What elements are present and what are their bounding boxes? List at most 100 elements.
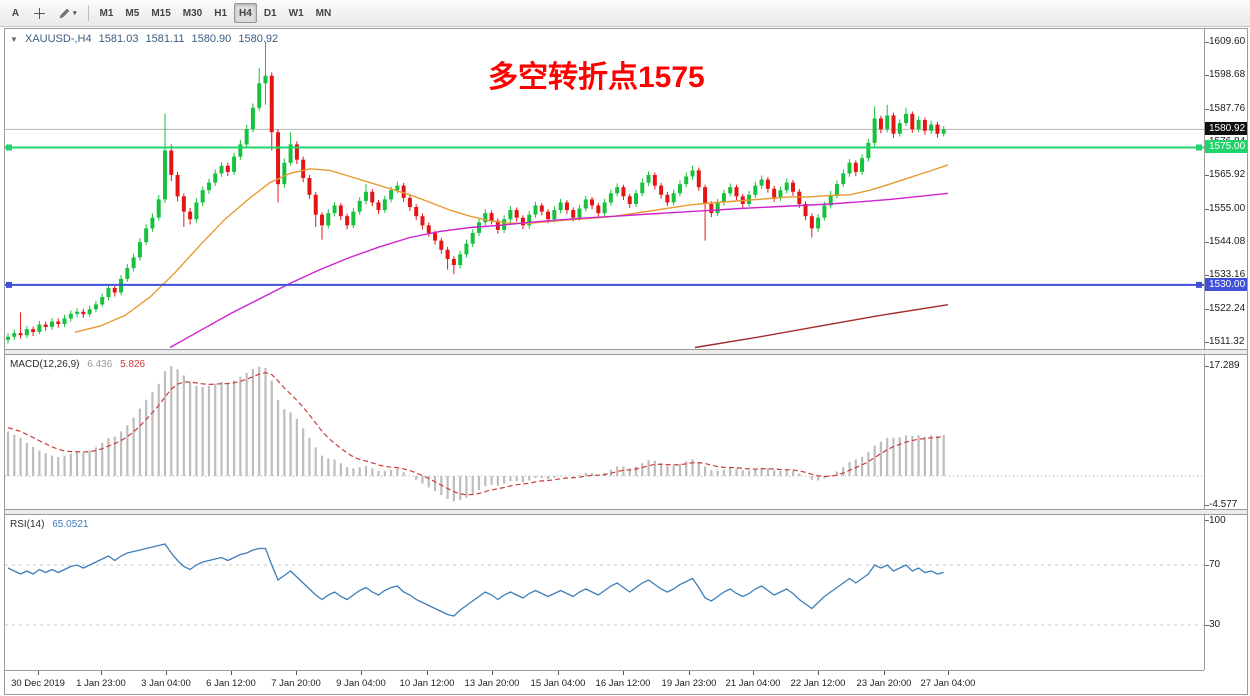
draw-tools-button[interactable]: ▾ xyxy=(53,3,82,23)
rsi-line xyxy=(7,543,944,617)
time-axis-label: 30 Dec 2019 xyxy=(11,678,65,689)
price-axis-tick xyxy=(1205,175,1209,177)
ohlc-open: 1581.03 xyxy=(98,33,139,45)
rsi-canvas[interactable] xyxy=(5,515,1204,670)
crosshair-icon xyxy=(34,7,45,19)
ohlc-close: 1580.92 xyxy=(238,33,279,45)
timeframe-button-m15[interactable]: M15 xyxy=(146,3,175,23)
rsi-axis-label: 70 xyxy=(1209,559,1221,570)
pane-splitter[interactable] xyxy=(5,509,1248,515)
macd-name: MACD(12,26,9) xyxy=(10,359,80,370)
time-axis-label: 16 Jan 12:00 xyxy=(595,678,651,689)
time-axis-label: 9 Jan 04:00 xyxy=(336,678,386,689)
timeframe-group: M1 M5 M15 M30 H1 H4 D1 W1 MN xyxy=(94,3,338,23)
price-axis-label: 1598.68 xyxy=(1209,69,1246,81)
price-axis-tick xyxy=(1205,341,1209,343)
time-axis-label: 23 Jan 20:00 xyxy=(856,678,912,689)
price-axis-tick xyxy=(1205,241,1209,243)
time-axis-tick xyxy=(558,671,559,675)
macd-label-bar: MACD(12,26,9) 6.436 5.826 xyxy=(10,359,150,370)
time-axis-tick xyxy=(689,671,690,675)
horizontal-line-1575[interactable] xyxy=(5,144,1204,151)
pane-splitter[interactable] xyxy=(5,349,1248,355)
macd-pane[interactable] xyxy=(5,355,1204,509)
toolbar-separator xyxy=(87,5,89,21)
cursor-tool-button[interactable] xyxy=(28,3,51,23)
annotation-tool-button[interactable]: A xyxy=(5,3,26,23)
time-axis-label: 22 Jan 12:00 xyxy=(790,678,846,689)
timeframe-button-m1[interactable]: M1 xyxy=(95,3,119,23)
ma-slow-darkred xyxy=(694,304,949,349)
hline-price-badge: 1575.00 xyxy=(1205,140,1248,154)
time-axis-tick xyxy=(623,671,624,675)
ohlc-high: 1581.11 xyxy=(145,33,185,45)
time-axis-label: 19 Jan 23:00 xyxy=(661,678,717,689)
symbol-timeframe-label: XAUUSD-,H4 xyxy=(24,33,92,45)
timeframe-button-d1[interactable]: D1 xyxy=(259,3,282,23)
time-axis-label: 15 Jan 04:00 xyxy=(530,678,586,689)
rsi-label-bar: RSI(14) 65.0521 xyxy=(10,519,93,530)
time-axis-tick xyxy=(818,671,819,675)
time-axis-label: 3 Jan 04:00 xyxy=(141,678,191,689)
timeframe-button-h1[interactable]: H1 xyxy=(209,3,232,23)
time-axis-tick xyxy=(427,671,428,675)
horizontal-line-1530[interactable] xyxy=(5,281,1204,288)
time-axis-label: 10 Jan 12:00 xyxy=(399,678,455,689)
timeframe-button-m30[interactable]: M30 xyxy=(178,3,207,23)
rsi-axis-tick xyxy=(1205,624,1209,626)
macd-axis-label: -4.577 xyxy=(1209,499,1238,511)
timeframe-button-m5[interactable]: M5 xyxy=(120,3,144,23)
timeframe-button-h4[interactable]: H4 xyxy=(234,3,257,23)
bid-price-badge: 1580.92 xyxy=(1205,122,1248,136)
chart-info-bar: ▼ XAUUSD-,H4 1581.03 1581.11 1580.90 158… xyxy=(10,33,282,45)
dropdown-marker-icon: ▼ xyxy=(10,35,18,44)
price-axis-label: 1609.60 xyxy=(1209,35,1246,47)
time-axis[interactable]: 30 Dec 2019 1 Jan 23:00 3 Jan 04:00 6 Jan 1… xyxy=(5,670,1204,696)
time-axis-label: 13 Jan 20:00 xyxy=(464,678,520,689)
price-axis-label: 1555.00 xyxy=(1209,202,1246,214)
timeframe-button-mn[interactable]: MN xyxy=(311,3,337,23)
price-axis-label: 1544.08 xyxy=(1209,235,1246,247)
timeframe-button-w1[interactable]: W1 xyxy=(284,3,309,23)
rsi-axis-label: 30 xyxy=(1209,618,1221,630)
price-axis-tick xyxy=(1205,75,1209,77)
toolbar: A ▾ M1 M5 M15 M30 H1 H4 D1 W1 MN xyxy=(0,0,1250,27)
rsi-pane[interactable] xyxy=(5,515,1204,670)
time-axis-tick xyxy=(231,671,232,675)
ma-fast-orange xyxy=(74,164,949,333)
pencil-icon xyxy=(59,8,70,18)
rsi-scale[interactable]: 100 70 30 xyxy=(1205,515,1248,670)
price-axis-tick xyxy=(1205,108,1209,110)
rsi-axis-tick xyxy=(1205,565,1209,566)
macd-scale[interactable]: 17.289 -4.577 xyxy=(1205,355,1248,511)
macd-histogram xyxy=(6,366,945,502)
price-scale[interactable]: 1609.601598.681587.761576.841565.921555.… xyxy=(1205,29,1248,349)
price-axis-label: 1522.24 xyxy=(1209,302,1246,314)
time-axis-label: 1 Jan 23:00 xyxy=(76,678,126,689)
macd-axis-label: 17.289 xyxy=(1209,360,1240,372)
chart-text-annotation[interactable]: 多空转折点1575 xyxy=(488,61,705,94)
rsi-axis-tick xyxy=(1205,520,1209,522)
candlestick-series xyxy=(6,41,946,344)
time-axis-label: 27 Jan 04:00 xyxy=(920,678,976,689)
macd-signal-line xyxy=(7,371,944,496)
time-axis-tick xyxy=(101,671,102,675)
time-axis-label: 6 Jan 12:00 xyxy=(206,678,256,689)
price-axis-label: 1565.92 xyxy=(1209,169,1246,181)
time-axis-label: 7 Jan 20:00 xyxy=(271,678,321,689)
rsi-axis-label: 100 xyxy=(1209,515,1226,526)
price-pane[interactable] xyxy=(5,29,1204,349)
time-axis-tick xyxy=(166,671,167,675)
price-axis-label: 1533.16 xyxy=(1209,269,1246,281)
time-axis-tick xyxy=(948,671,949,675)
time-axis-tick xyxy=(361,671,362,675)
price-axis-label: 1587.76 xyxy=(1209,102,1246,114)
hline-price-badge: 1530.00 xyxy=(1205,277,1248,291)
price-axis-tick xyxy=(1205,275,1209,277)
price-axis-tick xyxy=(1205,208,1209,210)
main-chart-canvas[interactable] xyxy=(5,29,1204,349)
time-axis-tick xyxy=(753,671,754,675)
rsi-name: RSI(14) xyxy=(10,519,45,530)
macd-canvas[interactable] xyxy=(5,355,1204,509)
